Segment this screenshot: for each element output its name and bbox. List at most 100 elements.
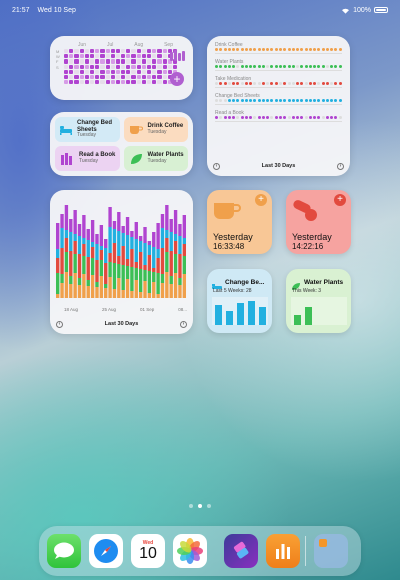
heatmap-cell: [141, 59, 146, 64]
heatmap-cell: [115, 54, 121, 59]
coffee-last-label: Yesterday: [213, 232, 253, 242]
dot: [215, 81, 218, 85]
add-button[interactable]: +: [170, 72, 184, 86]
stacked-bar-segment: [138, 252, 143, 269]
heatmap-cell: [131, 80, 136, 85]
stacked-bar-segment: [130, 267, 134, 291]
stacked-bar-segment: [95, 260, 99, 282]
heatmap-cell: [89, 54, 95, 59]
stacked-bar-segment: [125, 279, 130, 298]
dot: [232, 98, 236, 102]
stacked-bar-segment: [95, 234, 99, 244]
chevron-right-icon[interactable]: ›: [336, 162, 344, 170]
chevron-left-icon[interactable]: ‹: [213, 162, 220, 170]
dot: [249, 81, 253, 85]
safari-app-icon[interactable]: [89, 534, 123, 568]
dot-line: [215, 64, 342, 71]
messages-app-icon[interactable]: [47, 534, 81, 568]
heatmap-cell: [141, 49, 146, 54]
dot: [330, 64, 334, 68]
heatmap-cell: [89, 74, 95, 80]
dot: [257, 64, 261, 68]
heatmap-cell: [126, 64, 131, 69]
tile-name: Change Be...: [225, 279, 265, 286]
dot: [232, 115, 236, 119]
heatmap-cell: [84, 59, 89, 64]
calendar-app-icon[interactable]: Wed 10: [131, 534, 165, 568]
stacked-bar-segment: [73, 241, 77, 254]
heatmap-cell: [131, 64, 136, 69]
stacked-bar-segment: [99, 250, 104, 260]
stacked-bar-segment: [178, 236, 182, 254]
dock-separator: [305, 536, 306, 566]
habits-app-icon[interactable]: [266, 534, 300, 568]
dot-row-label: Drink Coffee: [215, 42, 243, 48]
stacked-bar-segment: [95, 244, 99, 260]
photos-app-icon[interactable]: [173, 534, 207, 568]
add-button[interactable]: +: [255, 194, 267, 206]
page-dot[interactable]: [207, 504, 211, 508]
habit-item-water-plants[interactable]: Water Plants Tuesday: [123, 146, 188, 171]
stacked-bar-segment: [173, 273, 178, 298]
bed-sheets-tile[interactable]: Change Be... Last 5 Weeks: 28: [207, 269, 272, 333]
dot: [244, 115, 248, 119]
stacked-bar-segment: [73, 273, 77, 298]
stacked-bar-segment: [121, 290, 125, 298]
habit-heatmap-widget[interactable]: Jun Jul Aug Sep M W F S +: [50, 36, 193, 100]
heatmap-cell: [131, 49, 136, 54]
heatmap-cell: [74, 59, 79, 64]
stacked-bars-widget[interactable]: 18 Aug 25 Aug 01 Sep 08... ‹ Last 30 Day…: [50, 190, 193, 334]
heatmap-cell: [147, 69, 152, 74]
heatmap-cell: [79, 49, 84, 54]
page-dot-current[interactable]: [198, 504, 202, 508]
habit-item-read-a-book[interactable]: Read a Book Tuesday: [55, 146, 120, 171]
dot: [274, 115, 278, 119]
stacked-bar-segment: [147, 241, 152, 245]
stacked-bar-segment: [156, 258, 160, 273]
habit-day: Tuesday: [77, 132, 96, 139]
heatmap-cell: [152, 69, 157, 74]
dot: [278, 115, 282, 119]
dot: [291, 98, 295, 102]
heatmap-cell: [126, 69, 131, 74]
dot: [261, 47, 265, 51]
page-dot[interactable]: [189, 504, 193, 508]
water-plants-tile[interactable]: Water Plants This Week: 3: [286, 269, 351, 333]
dot: [330, 98, 334, 102]
stacked-bar-segment: [56, 273, 60, 294]
stacked-bar-segment: [112, 289, 117, 298]
folder-app-icon[interactable]: [314, 534, 348, 568]
stacked-bar-segment: [108, 277, 112, 298]
coffee-tile[interactable]: + Yesterday 16:33:48: [207, 190, 272, 254]
heatmap-cell: [157, 80, 162, 85]
stacked-bar-segment: [60, 214, 64, 228]
page-indicator[interactable]: [0, 504, 400, 508]
stacked-bar-segment: [130, 231, 134, 237]
habit-item-change-bed-sheets[interactable]: Change Bed Sheets Tuesday: [55, 117, 120, 142]
shortcuts-app-icon[interactable]: [224, 534, 258, 568]
habit-item-drink-coffee[interactable]: Drink Coffee Tuesday: [123, 117, 188, 142]
stacked-bar-segment: [160, 248, 165, 274]
chevron-right-icon[interactable]: ›: [179, 320, 187, 328]
add-button[interactable]: +: [334, 194, 346, 206]
stacked-bar-segment: [90, 258, 95, 275]
stacked-bar-segment: [121, 246, 125, 265]
habit-dots-widget[interactable]: Drink Coffee Water Plants Take Medication C…: [207, 36, 350, 176]
dot: [313, 115, 317, 119]
bar-ticks: 18 Aug 25 Aug 01 Sep 08...: [64, 307, 187, 312]
heatmap-cell: [105, 54, 110, 59]
chevron-left-icon[interactable]: ‹: [56, 320, 63, 328]
medication-tile[interactable]: + Yesterday 14:22:16: [286, 190, 351, 254]
dot-line: [215, 81, 342, 88]
dot: [283, 115, 287, 119]
heatmap-cell: [131, 59, 136, 64]
heatmap-cell: [147, 49, 152, 54]
heatmap-cell: [105, 74, 110, 80]
stacked-bar-segment: [178, 278, 182, 285]
heatmap-cell: [121, 74, 126, 80]
dot: [240, 115, 244, 119]
habit-name: Drink Coffee: [147, 123, 184, 130]
stacked-bar-segment: [90, 275, 95, 298]
bars-footer-label: Last 30 Days: [104, 321, 139, 327]
heatmap-cell: [162, 59, 167, 64]
